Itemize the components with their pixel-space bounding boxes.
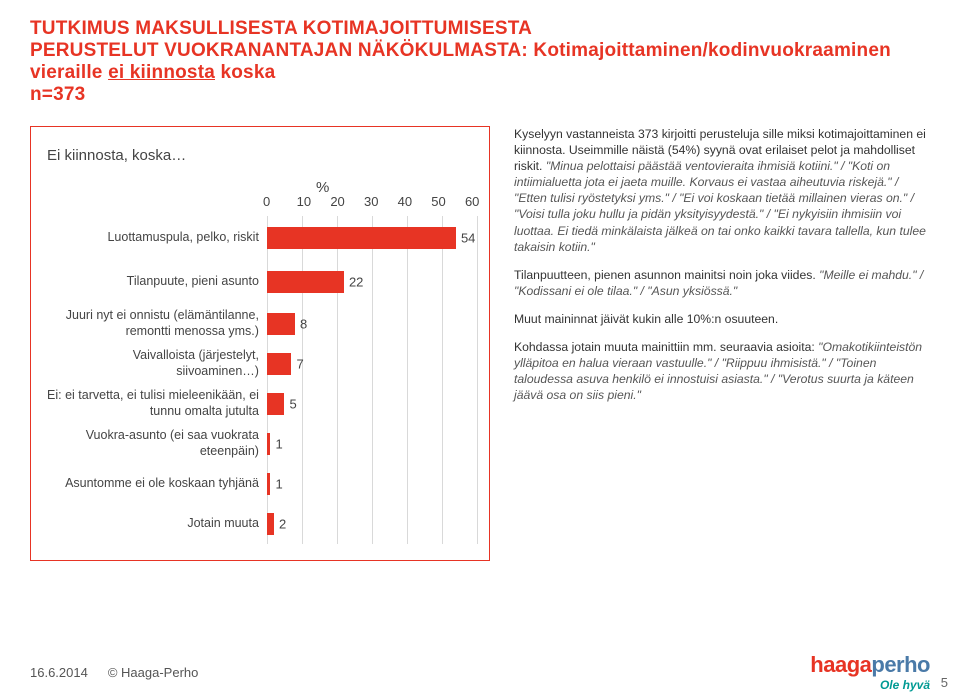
chart-gridlines [267, 504, 473, 544]
chart-bar-track: 8 [267, 304, 473, 344]
chart-gridlines [267, 464, 473, 504]
chart-bar-track: 1 [267, 464, 473, 504]
chart-bar-row: Juuri nyt ei onnistu (elämäntilanne, rem… [47, 304, 473, 344]
chart-bar-category: Tilanpuute, pieni asunto [47, 274, 267, 290]
chart-bar-category: Jotain muuta [47, 516, 267, 532]
chart-bar-value: 54 [461, 231, 475, 246]
chart-bar-row: Jotain muuta 2 [47, 504, 473, 544]
footer: 16.6.2014 © Haaga-Perho haagaperho Ole h… [0, 644, 960, 700]
title-2b-pre: vieraille [30, 62, 108, 83]
page-number: 5 [941, 675, 948, 690]
chart-bar [267, 353, 292, 375]
chart-bar-category: Juuri nyt ei onnistu (elämäntilanne, rem… [47, 308, 267, 339]
body-p1: Kyselyyn vastanneista 373 kirjoitti peru… [514, 126, 930, 255]
chart-bar-track: 7 [267, 344, 473, 384]
body-p4: Kohdassa jotain muuta mainittiin mm. seu… [514, 339, 930, 403]
chart-bar-row: Tilanpuute, pieni asunto 22 [47, 260, 473, 304]
chart-tick-labels: 0102030405060 [271, 194, 473, 216]
body-p2: Tilanpuutteen, pienen asunnon mainitsi n… [514, 267, 930, 299]
chart-bar-value: 2 [279, 517, 286, 532]
title-2b-post: koska [215, 62, 275, 83]
slide: TUTKIMUS MAKSULLISESTA KOTIMAJOITTUMISES… [0, 0, 960, 700]
chart-bar-category: Asuntomme ei ole koskaan tyhjänä [47, 476, 267, 492]
chart-bars: Luottamuspula, pelko, riskit 54 Tilanpuute… [47, 216, 473, 544]
chart-bar-category: Luottamuspula, pelko, riskit [47, 230, 267, 246]
title-line-3: n=373 [30, 84, 930, 106]
body-p2-text: Tilanpuutteen, pienen asunnon mainitsi n… [514, 268, 819, 282]
chart-bar-value: 1 [275, 477, 282, 492]
brand-part-b: perho [871, 652, 930, 677]
chart-bar-track: 22 [267, 260, 473, 304]
footer-left: 16.6.2014 © Haaga-Perho [30, 665, 198, 680]
title-block: TUTKIMUS MAKSULLISESTA KOTIMAJOITTUMISES… [0, 0, 960, 106]
title-line-1: TUTKIMUS MAKSULLISESTA KOTIMAJOITTUMISES… [30, 18, 930, 40]
chart-bar-category: Ei: ei tarvetta, ei tulisi mieleenikään,… [47, 388, 267, 419]
chart-bar-value: 8 [300, 317, 307, 332]
chart-bar-track: 54 [267, 216, 473, 260]
chart-area: 0102030405060 Luottamuspula, pelko, risk… [47, 194, 473, 544]
title-2b-underline: ei kiinnosta [108, 62, 215, 83]
footer-brand: haagaperho Ole hyvä [810, 652, 930, 692]
title-line-2b: vieraille ei kiinnosta koska [30, 62, 930, 84]
chart-bar [267, 513, 274, 535]
brand-name: haagaperho [810, 652, 930, 678]
text-column: Kyselyyn vastanneista 373 kirjoitti peru… [514, 126, 930, 561]
chart-bar-track: 5 [267, 384, 473, 424]
chart-bar-row: Vuokra-asunto (ei saa vuokrata eteenpäin… [47, 424, 473, 464]
chart-gridlines [267, 304, 473, 344]
chart-gridlines [267, 384, 473, 424]
chart-bar [267, 271, 344, 293]
chart-bar-value: 5 [289, 397, 296, 412]
chart-bar-row: Asuntomme ei ole koskaan tyhjänä 1 [47, 464, 473, 504]
footer-date: 16.6.2014 [30, 665, 88, 680]
chart-gridlines [267, 424, 473, 464]
chart-bar-row: Vaivalloista (järjestelyt, siivoaminen…)… [47, 344, 473, 384]
body-p4-text: Kohdassa jotain muuta mainittiin mm. seu… [514, 340, 818, 354]
chart-bar-value: 7 [296, 357, 303, 372]
chart-ticks-row: 0102030405060 [47, 194, 473, 216]
chart-bar [267, 313, 295, 335]
brand-tagline: Ole hyvä [810, 678, 930, 692]
chart-bar-row: Luottamuspula, pelko, riskit 54 [47, 216, 473, 260]
chart-bar-value: 1 [275, 437, 282, 452]
chart-panel: Ei kiinnosta, koska… % 0102030405060 Luo… [30, 126, 490, 561]
content-row: Ei kiinnosta, koska… % 0102030405060 Luo… [0, 106, 960, 561]
chart-bar [267, 473, 271, 495]
body-p1-quotes: "Minua pelottaisi päästää ventovieraita … [514, 159, 926, 253]
footer-copyright: © Haaga-Perho [108, 665, 199, 680]
brand-part-a: haaga [810, 652, 871, 677]
chart-panel-title: Ei kiinnosta, koska… [47, 147, 473, 164]
body-p3: Muut maininnat jäivät kukin alle 10%:n o… [514, 311, 930, 327]
chart-bar-track: 1 [267, 424, 473, 464]
title-line-2a: PERUSTELUT VUOKRANANTAJAN NÄKÖKULMASTA: … [30, 40, 930, 62]
chart-bar-category: Vaivalloista (järjestelyt, siivoaminen…) [47, 348, 267, 379]
chart-bar-track: 2 [267, 504, 473, 544]
chart-bar [267, 433, 271, 455]
chart-bar [267, 393, 285, 415]
chart-bar-value: 22 [349, 275, 363, 290]
chart-bar [267, 227, 456, 249]
chart-bar-category: Vuokra-asunto (ei saa vuokrata eteenpäin… [47, 428, 267, 459]
chart-bar-row: Ei: ei tarvetta, ei tulisi mieleenikään,… [47, 384, 473, 424]
